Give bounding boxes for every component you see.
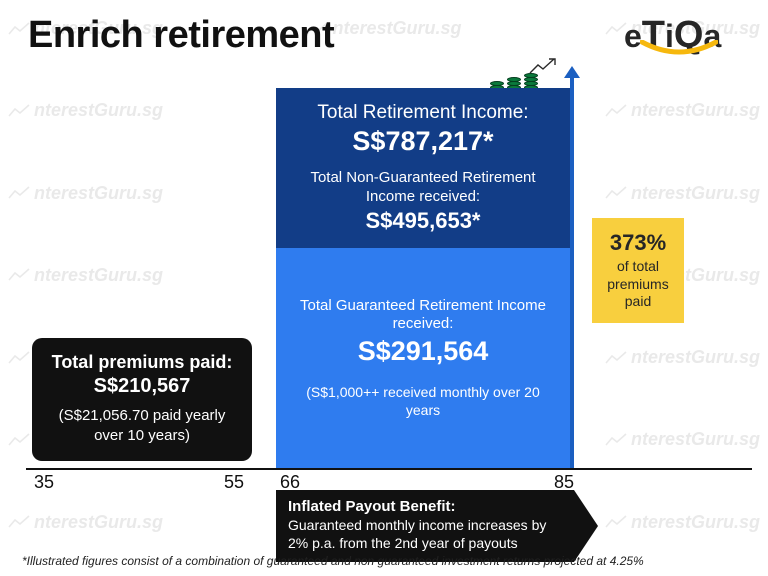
page-title: Enrich retirement [28, 14, 334, 57]
brand-arc-icon [640, 40, 718, 56]
nonguaranteed-amount: S$495,653* [366, 208, 481, 234]
footnote: *Illustrated figures consist of a combin… [22, 554, 644, 568]
guaranteed-note: (S$1,000++ received monthly over 20 year… [288, 383, 558, 419]
arrowhead-up-icon [564, 66, 580, 78]
x-axis-tick: 55 [224, 472, 244, 493]
brand-logo: eTiQa [624, 14, 744, 54]
premiums-box: Total premiums paid: S$210,567 (S$21,056… [32, 338, 252, 461]
premiums-title: Total premiums paid: [48, 352, 236, 373]
percent-callout: 373% of total premiums paid [592, 218, 684, 323]
end-age-marker [570, 76, 574, 468]
total-income-block: Total Retirement Income: S$787,217* Tota… [276, 88, 570, 248]
growth-icon [492, 58, 560, 88]
total-income-title: Total Retirement Income: [317, 102, 528, 124]
inflated-payout-ribbon: Inflated Payout Benefit: Guaranteed mont… [276, 490, 574, 562]
nonguaranteed-title: Total Non-Guaranteed Retirement Income r… [288, 169, 558, 207]
guaranteed-amount: S$291,564 [358, 336, 489, 367]
callout-text: of total premiums paid [602, 258, 674, 311]
x-axis [26, 468, 752, 470]
guaranteed-income-block: Total Guaranteed Retirement Income recei… [276, 248, 570, 468]
total-income-amount: S$787,217* [352, 126, 493, 157]
x-axis-tick: 35 [34, 472, 54, 493]
guaranteed-title: Total Guaranteed Retirement Income recei… [288, 297, 558, 335]
premiums-amount: S$210,567 [48, 375, 236, 398]
ribbon-text: Guaranteed monthly income increases by 2… [288, 517, 562, 552]
callout-percent: 373% [602, 230, 674, 256]
premiums-subtitle: (S$21,056.70 paid yearly over 10 years) [48, 406, 236, 445]
ribbon-title: Inflated Payout Benefit: [288, 498, 562, 515]
